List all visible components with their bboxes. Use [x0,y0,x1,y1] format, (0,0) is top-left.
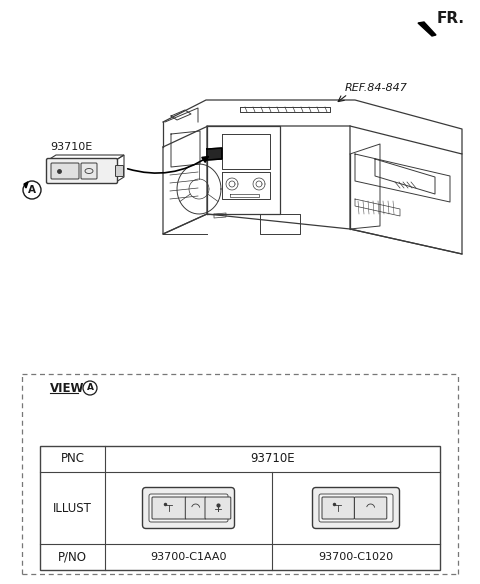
FancyBboxPatch shape [152,497,186,519]
Text: 93700-C1AA0: 93700-C1AA0 [150,552,227,562]
Polygon shape [207,148,222,160]
FancyBboxPatch shape [312,488,399,529]
Text: VIEW: VIEW [50,381,84,395]
FancyBboxPatch shape [319,494,393,522]
Bar [40,446,440,570]
FancyBboxPatch shape [322,497,354,519]
FancyBboxPatch shape [149,494,228,522]
Polygon shape [24,182,28,188]
Text: ILLUST: ILLUST [53,502,92,515]
FancyBboxPatch shape [81,163,97,179]
Text: 93710E: 93710E [250,453,295,465]
Text: FR.: FR. [437,11,465,26]
FancyBboxPatch shape [205,497,231,519]
FancyBboxPatch shape [143,488,235,529]
Text: 93700-C1020: 93700-C1020 [318,552,394,562]
FancyBboxPatch shape [47,158,118,183]
FancyBboxPatch shape [51,163,79,179]
FancyBboxPatch shape [354,497,387,519]
Text: P/NO: P/NO [58,551,87,564]
Text: 93710E: 93710E [50,142,92,152]
Text: A: A [28,185,36,195]
FancyBboxPatch shape [185,497,206,519]
Text: REF.84-847: REF.84-847 [345,83,408,93]
Text: PNC: PNC [60,453,84,465]
Polygon shape [418,22,436,36]
Text: A: A [86,384,94,392]
FancyBboxPatch shape [116,165,123,176]
